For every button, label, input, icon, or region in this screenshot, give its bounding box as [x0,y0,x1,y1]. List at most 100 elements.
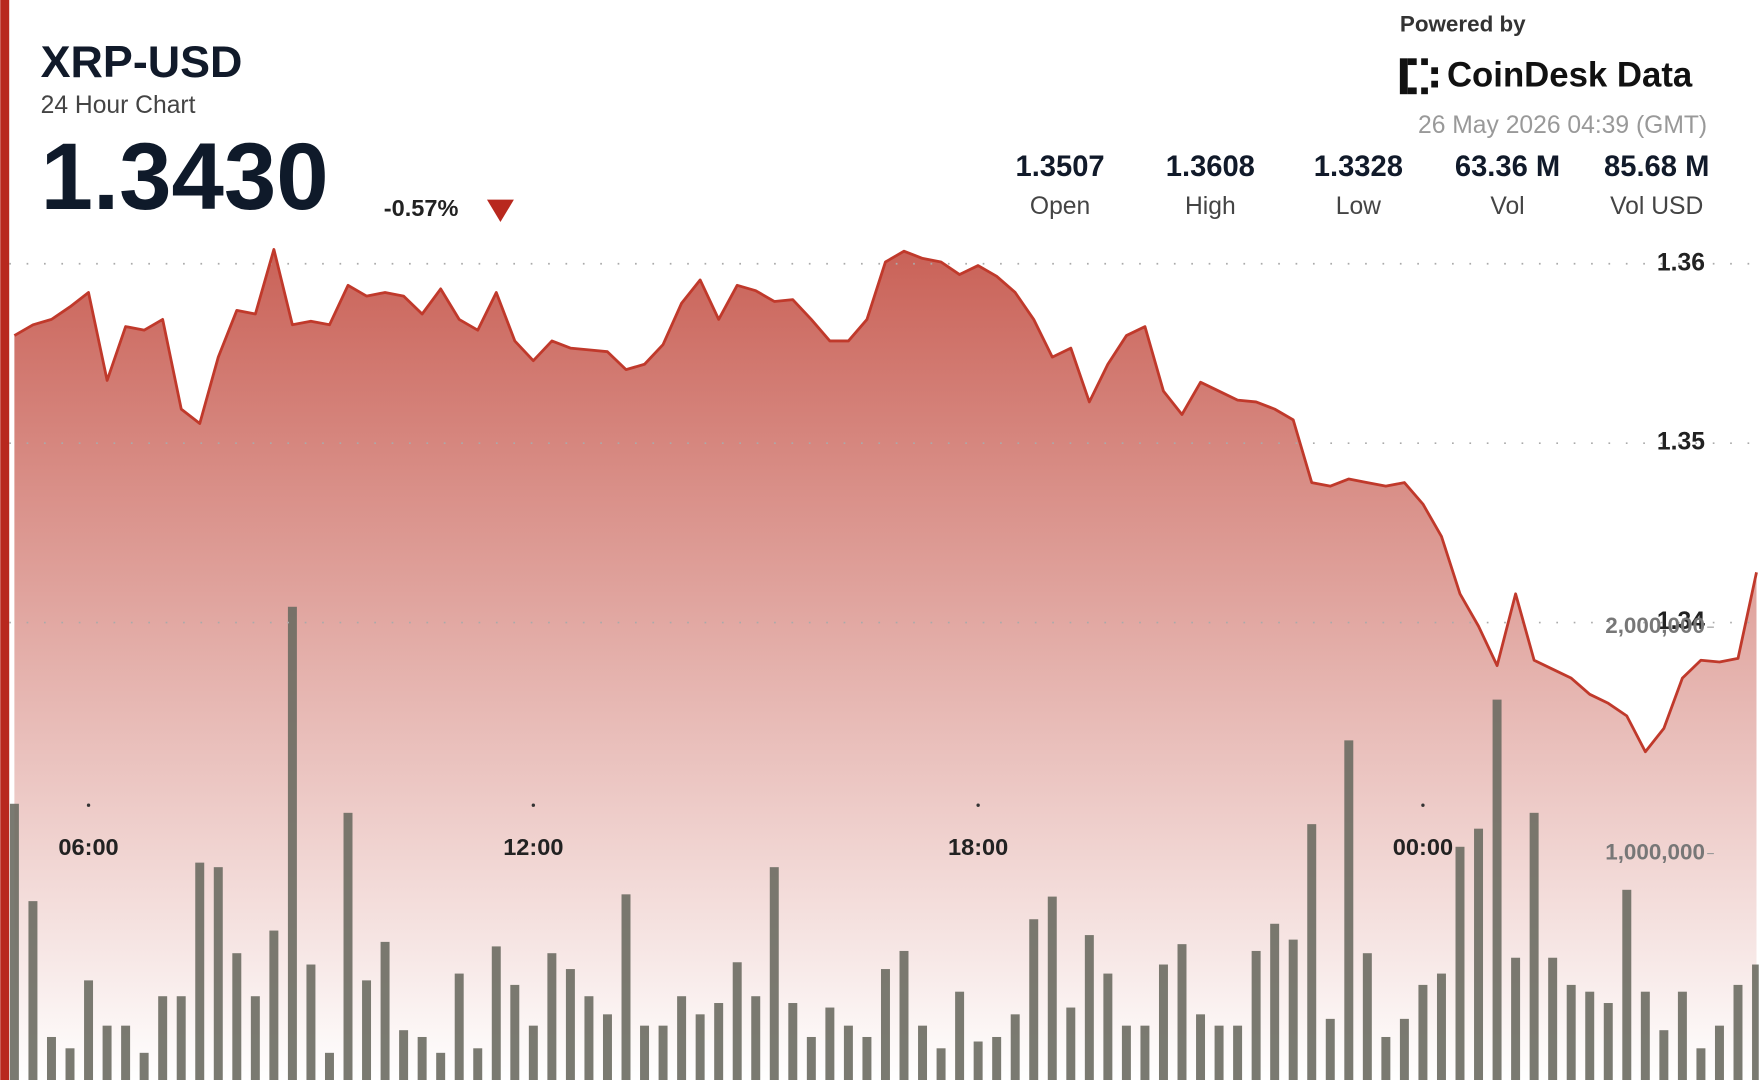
volume-bar [380,941,390,1080]
volume-bar [992,1036,1002,1080]
volume-bar [843,1025,853,1080]
stat-value: 85.68 M [1604,151,1709,183]
volume-bar [1677,991,1687,1080]
volume-bar [1381,1036,1391,1080]
volume-bar [324,1052,334,1080]
volume-bar [806,1036,816,1080]
volume-bar [195,862,205,1080]
volume-bar [1158,964,1168,1080]
volume-bar [1622,889,1632,1080]
volume-bar [491,946,501,1080]
volume-bar [1214,1025,1224,1080]
volume-bar [84,980,94,1080]
volume-bar [1529,812,1539,1080]
volume-bar [1474,828,1484,1080]
volume-bar [1640,991,1650,1080]
volume-bar [1325,1018,1335,1080]
volume-bar [1548,957,1558,1080]
volume-bar [1714,1025,1724,1080]
volume-bar [232,953,242,1080]
x-tick-mark [976,803,980,807]
x-tick-mark [1421,803,1425,807]
volume-bar [1047,896,1057,1080]
price-area [14,249,1757,1080]
volume-bar [121,1025,131,1080]
volume-bar [1270,923,1280,1080]
stat-label: Open [1030,193,1090,220]
volume-bar [1251,950,1261,1080]
volume-bar [436,1052,446,1080]
volume-bar [565,969,575,1080]
volume-bar [250,996,260,1080]
volume-bar [1196,1014,1206,1080]
plot-area [9,248,1759,1080]
volume-bar [584,996,594,1080]
y-tick-label: 1.35 [1657,429,1705,456]
x-tick-mark [531,803,536,807]
volume-bar [602,1014,612,1080]
volume-bar [547,953,557,1080]
volume-bar [621,894,631,1080]
price-change: -0.57% [384,195,459,221]
volume-bar [788,1003,798,1080]
volume-bar [1140,1025,1150,1080]
y-tick-label: 1.34 [1657,608,1705,635]
volume-bar [176,996,186,1080]
volume-bar [640,1025,650,1080]
volume-bar [769,867,779,1080]
volume-bar [158,996,168,1080]
volume-bar [1455,846,1465,1080]
volume-bar [1010,1014,1020,1080]
volume-bar [1566,984,1576,1080]
volume-bar [287,606,297,1080]
volume-bar [1752,964,1759,1080]
x-tick-label: 00:00 [1393,834,1453,860]
volume-bar [1603,1003,1613,1080]
volume-bar [1511,957,1521,1080]
volume-bar [1103,973,1113,1080]
volume-bar [1121,1025,1131,1080]
down-arrow [486,199,514,223]
volume-bar [1177,944,1187,1080]
volume-bar [1344,740,1354,1080]
volume-bar [1585,991,1595,1080]
stat-label: Vol USD [1610,193,1703,220]
stat-label: Low [1336,193,1381,220]
volume-bar [1362,953,1372,1080]
stat-value: 63.36 M [1455,151,1560,183]
chart-subtitle: 24 Hour Chart [41,92,196,119]
y2-tick-label: 2,000,000 [1605,613,1705,638]
volume-bar [399,1030,409,1080]
accent-bar [0,0,10,1080]
y2-tick-label: 1,000,000 [1605,840,1705,865]
volume-bar [343,812,353,1080]
volume-bar [102,1025,112,1080]
volume-bar [473,1048,483,1080]
volume-bar [1233,1025,1243,1080]
price-line [13,248,1758,754]
volume-bar [751,996,761,1080]
volume-bar [213,867,223,1080]
volume-bar [899,950,909,1080]
volume-bar [1066,1007,1076,1080]
volume-bar [955,991,965,1080]
x-tick-label: 12:00 [503,834,563,860]
volume-bar [362,980,372,1080]
stat-label: Vol [1490,193,1524,220]
stats: 1.3507 Open 1.3608 High 1.3328 Low 63.36 M Vol 8… [1015,151,1709,220]
volume-bar [9,803,19,1080]
volume-bar [1418,984,1428,1080]
volume-bar [1659,1030,1669,1080]
volume-bar [139,1052,149,1080]
volume-bar [732,962,742,1080]
volume-bar [1029,919,1039,1080]
volume-bar [695,1014,705,1080]
volume-bar [825,1007,835,1080]
stat-value: 1.3328 [1314,151,1403,183]
volume-bar [862,1036,872,1080]
volume-bar [918,1025,928,1080]
brand-name: CoinDesk Data [1447,57,1693,95]
x-tick-mark [86,803,91,807]
brand-logo [1399,58,1439,95]
